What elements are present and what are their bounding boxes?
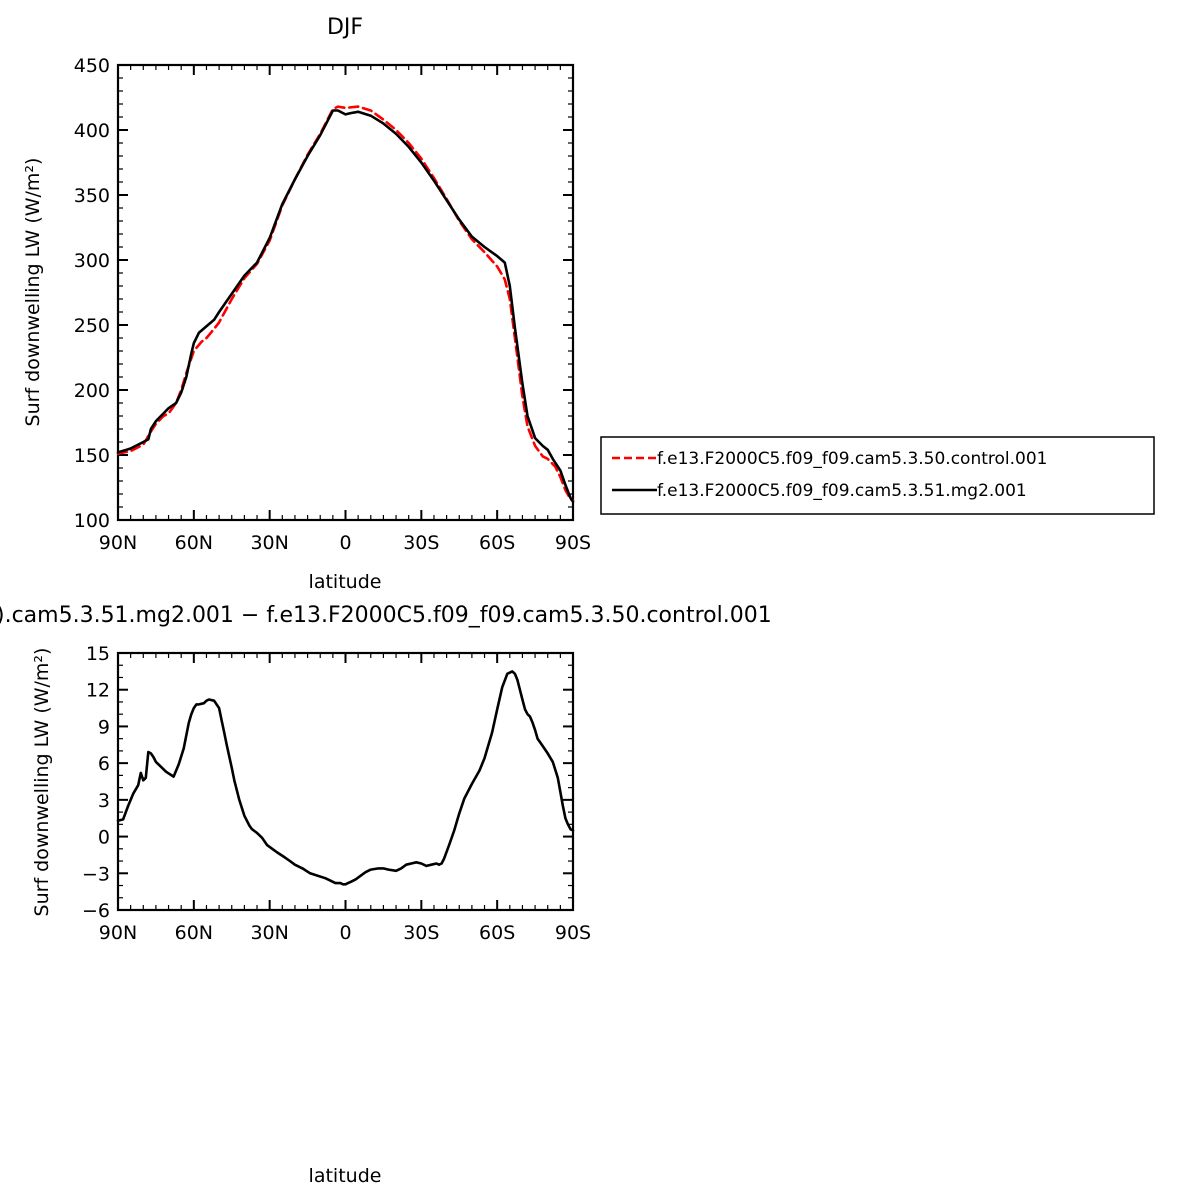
bottom-ticks: 90N 60N 30N 0 30S 60S 90S −6 −3 0 3 6 9 12 15: [82, 643, 591, 944]
top-y-tick-label: 150: [74, 445, 110, 467]
bottom-chart-title: ).cam5.3.51.mg2.001 − f.e13.F2000C5.f09_…: [0, 603, 772, 628]
bottom-x-axis-title: latitude: [309, 1165, 382, 1187]
bottom-x-tick-label: 30N: [250, 922, 288, 944]
bottom-y-tick-label: 12: [86, 680, 110, 702]
top-plot-frame: [116, 63, 575, 522]
top-panel: DJF 90N 60N 30N 0 30S 60S 90S 100 150 200 250 300 35…: [22, 15, 1155, 593]
bottom-series: [116, 670, 575, 886]
bottom-x-tick-label: 90S: [555, 922, 591, 944]
bottom-x-tick-label: 60S: [479, 922, 515, 944]
top-x-axis-title: latitude: [309, 571, 382, 593]
bottom-y-tick-label: −6: [82, 900, 110, 922]
bottom-plot-frame: [116, 651, 575, 912]
top-y-axis-title: Surf downwelling LW (W/m²): [22, 158, 44, 427]
top-y-tick-label: 350: [74, 185, 110, 207]
top-x-tick-label: 0: [339, 532, 351, 554]
top-y-tick-label: 300: [74, 250, 110, 272]
top-y-tick-label: 250: [74, 315, 110, 337]
top-y-tick-label: 450: [74, 55, 110, 77]
legend: f.e13.F2000C5.f09_f09.cam5.3.50.control.…: [600, 436, 1155, 515]
top-x-tick-label: 60S: [479, 532, 515, 554]
top-series-line-1: [116, 109, 575, 504]
top-x-tick-label: 90S: [555, 532, 591, 554]
bottom-x-tick-label: 90N: [99, 922, 137, 944]
legend-box: [600, 436, 1155, 515]
bottom-x-tick-label: 60N: [175, 922, 213, 944]
bottom-y-tick-label: 0: [98, 827, 110, 849]
top-ticks: 90N 60N 30N 0 30S 60S 90S 100 150 200 250 300 350 400…: [74, 55, 591, 554]
bottom-series-line-0: [116, 670, 575, 886]
bottom-y-tick-label: −3: [82, 863, 110, 885]
legend-label-control: f.e13.F2000C5.f09_f09.cam5.3.50.control.…: [657, 449, 1048, 469]
legend-label-mg2: f.e13.F2000C5.f09_f09.cam5.3.51.mg2.001: [657, 481, 1027, 501]
top-y-tick-label: 200: [74, 380, 110, 402]
top-series: [116, 105, 575, 504]
top-y-tick-label: 400: [74, 120, 110, 142]
bottom-y-tick-label: 15: [86, 643, 110, 665]
bottom-y-tick-label: 9: [98, 716, 110, 738]
bottom-x-tick-label: 0: [339, 922, 351, 944]
bottom-x-tick-label: 30S: [403, 922, 439, 944]
top-x-tick-label: 90N: [99, 532, 137, 554]
top-y-tick-label: 100: [74, 510, 110, 532]
bottom-panel: ).cam5.3.51.mg2.001 − f.e13.F2000C5.f09_…: [0, 603, 772, 1187]
top-series-line-0: [116, 105, 575, 502]
bottom-y-axis-title: Surf downwelling LW (W/m²): [31, 648, 53, 917]
top-chart-title: DJF: [327, 15, 363, 40]
top-x-tick-label: 60N: [175, 532, 213, 554]
bottom-y-tick-label: 3: [98, 790, 110, 812]
bottom-y-tick-label: 6: [98, 753, 110, 775]
top-x-tick-label: 30N: [250, 532, 288, 554]
top-x-tick-label: 30S: [403, 532, 439, 554]
